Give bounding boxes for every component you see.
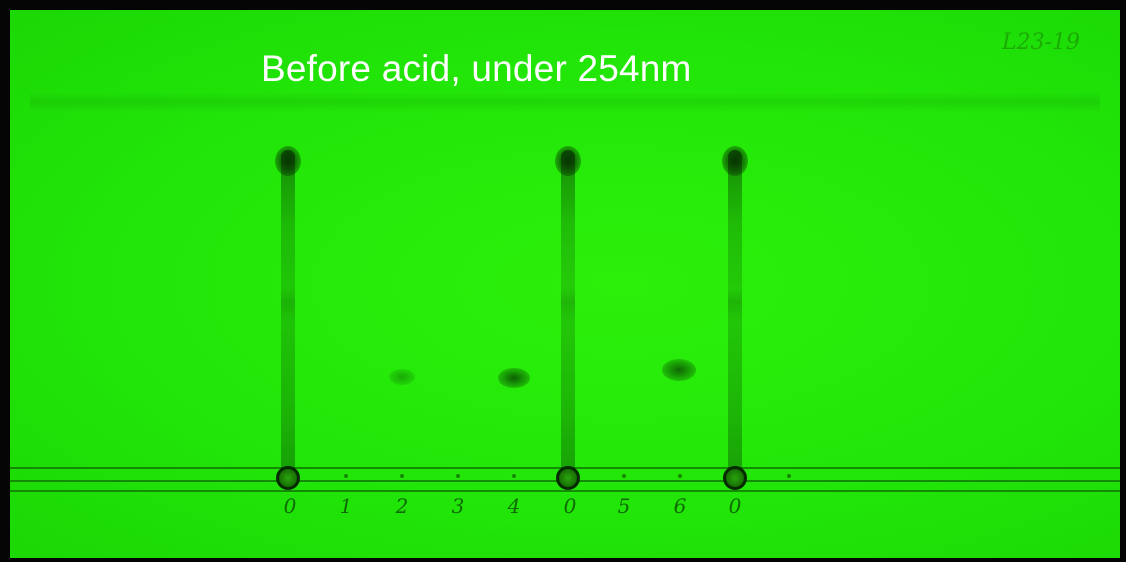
origin-circle	[556, 466, 580, 490]
spot-lane-2	[389, 369, 415, 385]
origin-dot	[512, 474, 516, 478]
lane-label: 4	[507, 494, 521, 518]
tlc-plate: Before acid, under 254nm L23-19 0 1 2	[10, 10, 1120, 558]
lane-streak	[728, 150, 742, 480]
origin-dot	[344, 474, 348, 478]
lane-label: 1	[339, 494, 353, 518]
origin-circle	[723, 466, 747, 490]
origin-dot	[456, 474, 460, 478]
lane-label: 3	[451, 494, 465, 518]
lane-label: 0	[728, 494, 742, 518]
lane-label: 0	[563, 494, 577, 518]
lane-label: 2	[395, 494, 409, 518]
top-spot	[275, 146, 301, 176]
plate-id-handwriting: L23-19	[1002, 30, 1081, 55]
origin-circle	[276, 466, 300, 490]
top-spot	[722, 146, 748, 176]
lane-streak	[561, 150, 575, 480]
baseline-line	[10, 490, 1120, 492]
lane-label: 5	[617, 494, 631, 518]
caption-text: Before acid, under 254nm	[261, 48, 692, 89]
origin-dot	[678, 474, 682, 478]
lane-label: 6	[673, 494, 687, 518]
spot-lane-4	[498, 368, 530, 388]
origin-dot	[622, 474, 626, 478]
spot-lane-6	[662, 359, 696, 381]
lane-label: 0	[283, 494, 297, 518]
lane-streak	[281, 150, 295, 480]
origin-dot	[787, 474, 791, 478]
top-spot	[555, 146, 581, 176]
origin-dot	[400, 474, 404, 478]
